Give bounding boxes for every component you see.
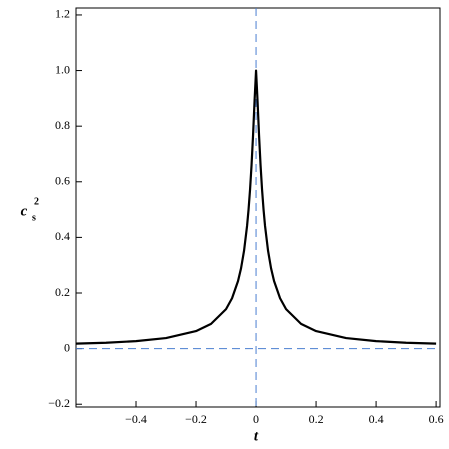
- x-tick-label: 0: [253, 412, 259, 426]
- y-tick-label: 0.2: [55, 285, 70, 299]
- x-tick-label: 0.2: [309, 412, 324, 426]
- x-tick-label: −0.2: [185, 412, 207, 426]
- y-axis-label-sub: s: [32, 212, 36, 223]
- y-axis-label: c: [21, 203, 28, 219]
- y-tick-label: 0: [64, 340, 70, 354]
- x-tick-label: −0.4: [125, 412, 147, 426]
- x-tick-label: 0.6: [429, 412, 444, 426]
- y-axis-label-sup: 2: [34, 196, 39, 207]
- y-tick-label: 0.4: [55, 229, 70, 243]
- y-tick-label: 1.0: [55, 62, 70, 76]
- y-tick-label: −0.2: [48, 396, 70, 410]
- x-tick-label: 0.4: [369, 412, 384, 426]
- y-tick-label: 1.2: [55, 7, 70, 21]
- curve: [75, 69, 437, 345]
- x-axis-label: t: [254, 428, 259, 444]
- y-tick-label: 0.6: [55, 174, 70, 188]
- plot-frame: [75, 7, 441, 408]
- y-tick-label: 0.8: [55, 118, 70, 132]
